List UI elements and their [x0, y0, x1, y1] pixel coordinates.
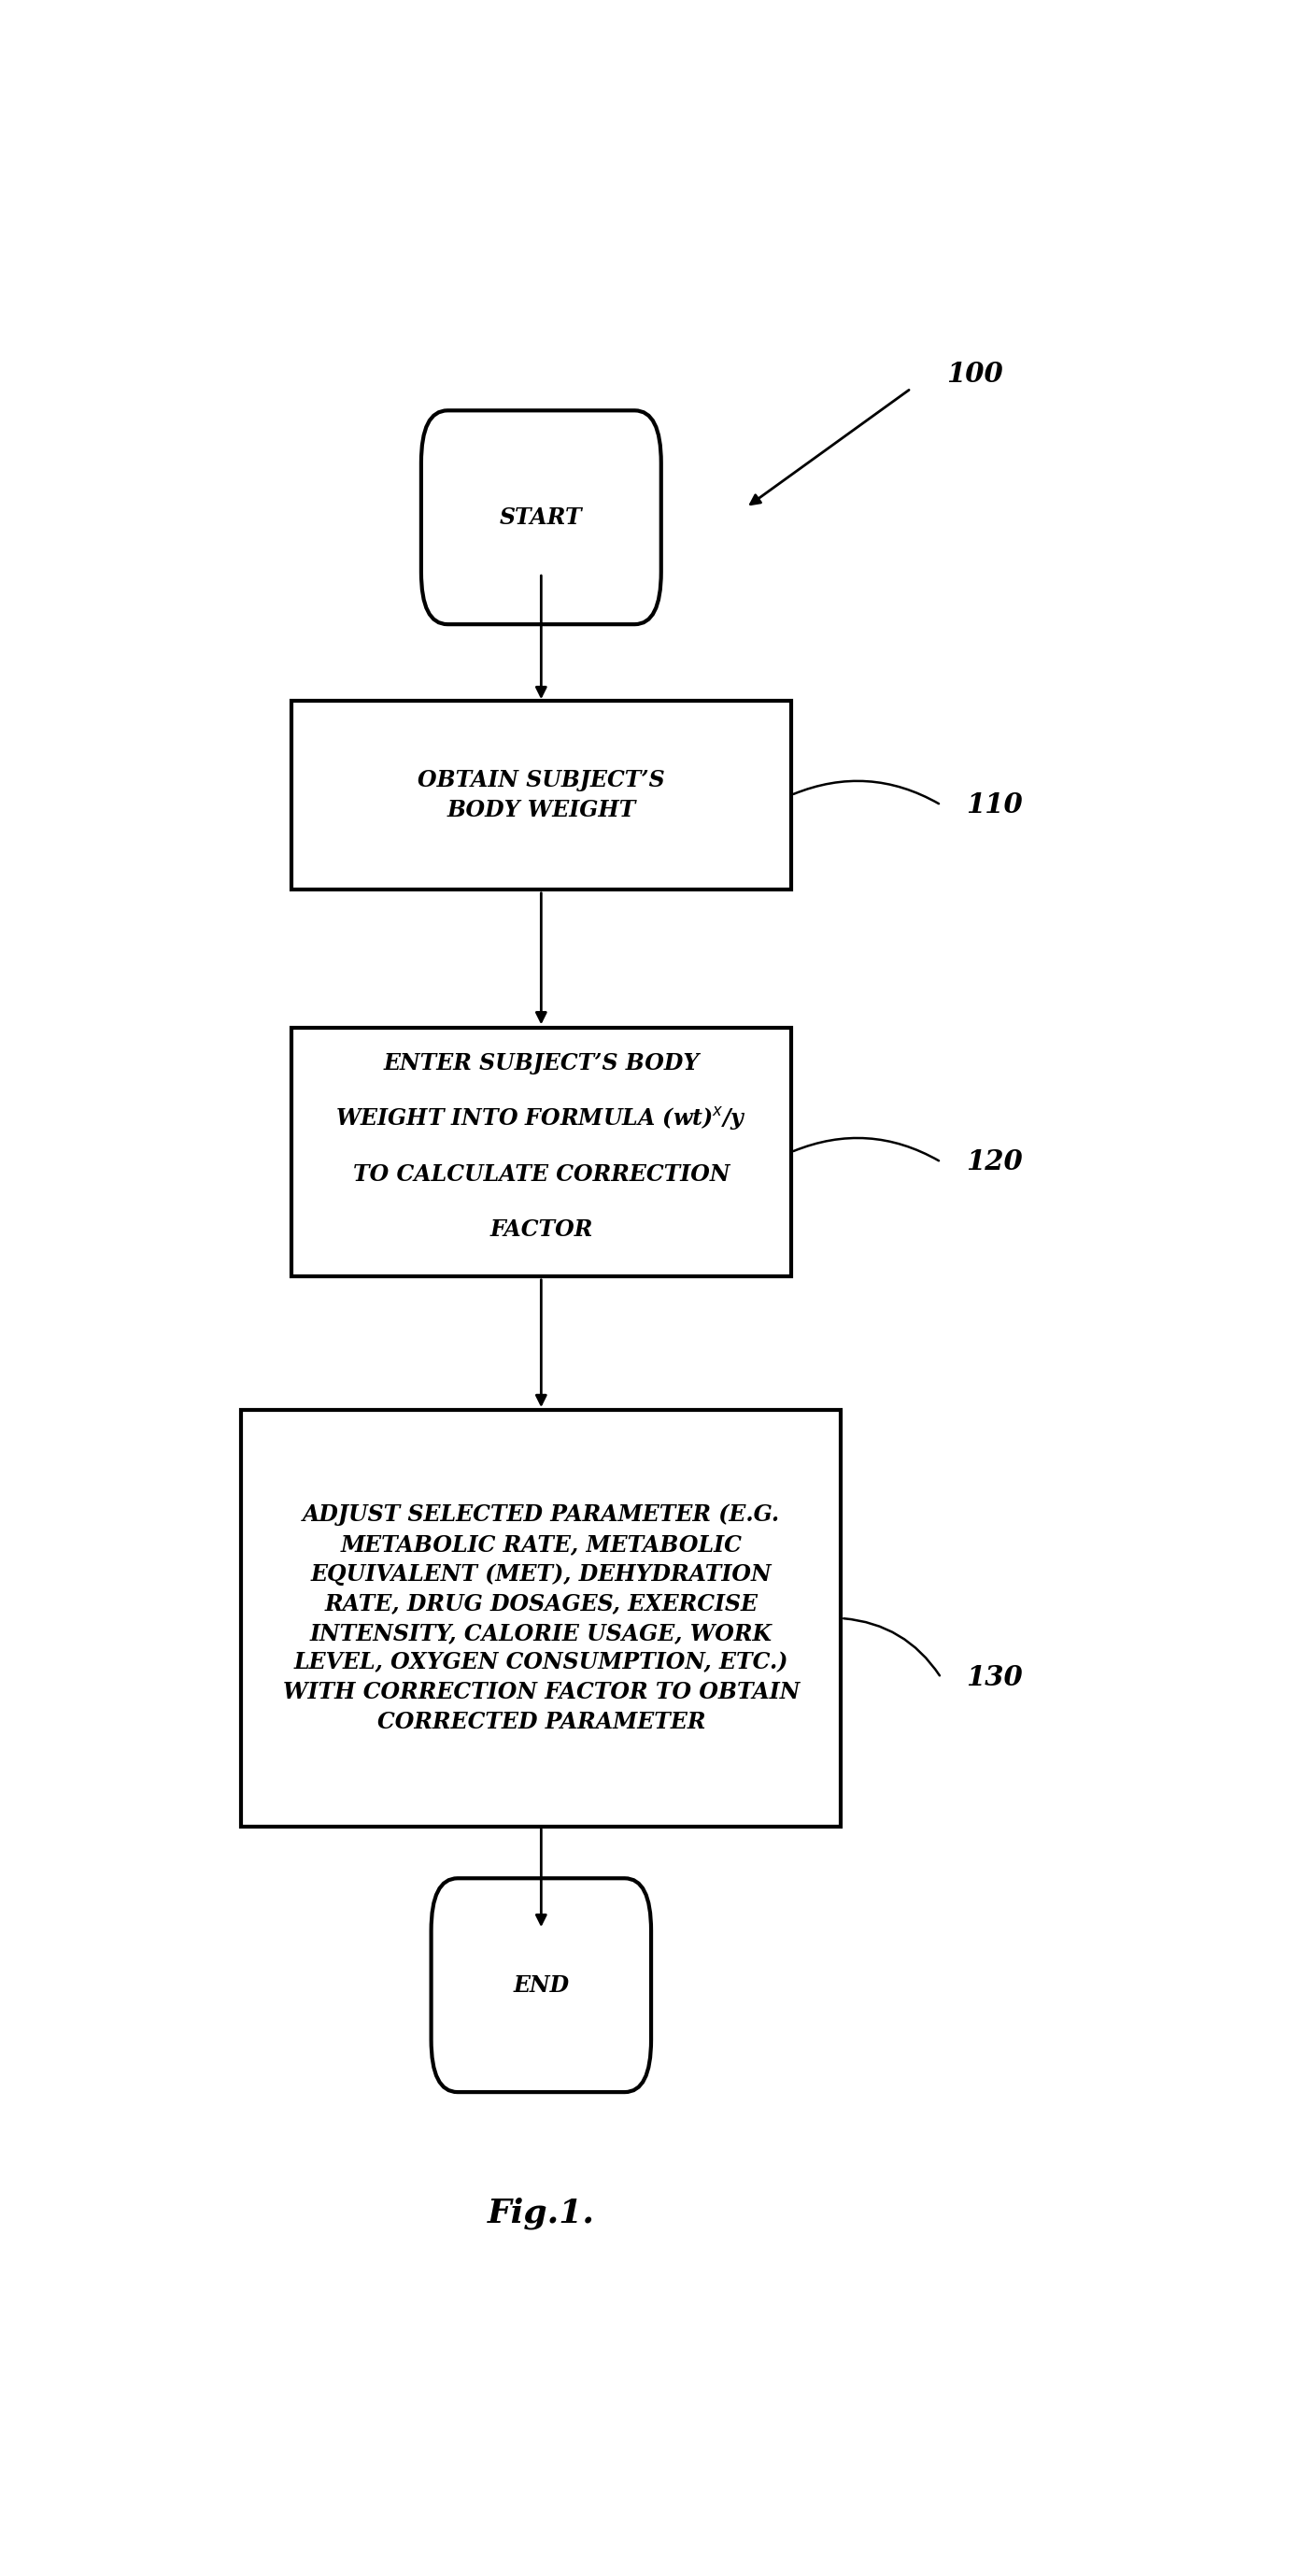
Text: TO CALCULATE CORRECTION: TO CALCULATE CORRECTION	[352, 1164, 730, 1185]
Text: 110: 110	[966, 791, 1023, 819]
Text: FACTOR: FACTOR	[490, 1218, 592, 1242]
Text: ENTER SUBJECT’S BODY: ENTER SUBJECT’S BODY	[383, 1051, 699, 1074]
Text: 100: 100	[946, 361, 1002, 389]
Text: ADJUST SELECTED PARAMETER (E.G.
METABOLIC RATE, METABOLIC
EQUIVALENT (MET), DEHY: ADJUST SELECTED PARAMETER (E.G. METABOLI…	[283, 1504, 800, 1734]
Text: WEIGHT INTO FORMULA (wt)$^{x}$/y: WEIGHT INTO FORMULA (wt)$^{x}$/y	[335, 1105, 747, 1133]
Text: Fig.1.: Fig.1.	[488, 2197, 595, 2228]
Text: START: START	[499, 505, 583, 528]
Text: 120: 120	[966, 1149, 1023, 1175]
Text: 130: 130	[966, 1664, 1023, 1692]
Bar	[241, 1409, 841, 1826]
FancyBboxPatch shape	[421, 410, 660, 623]
Bar	[292, 701, 791, 889]
Text: OBTAIN SUBJECT’S
BODY WEIGHT: OBTAIN SUBJECT’S BODY WEIGHT	[418, 770, 664, 822]
Text: END: END	[513, 1973, 569, 1996]
Text: WEIGHT INTO FORMULA (wt)/y: WEIGHT INTO FORMULA (wt)/y	[342, 1108, 740, 1131]
FancyBboxPatch shape	[431, 1878, 651, 2092]
Bar	[292, 1028, 791, 1275]
